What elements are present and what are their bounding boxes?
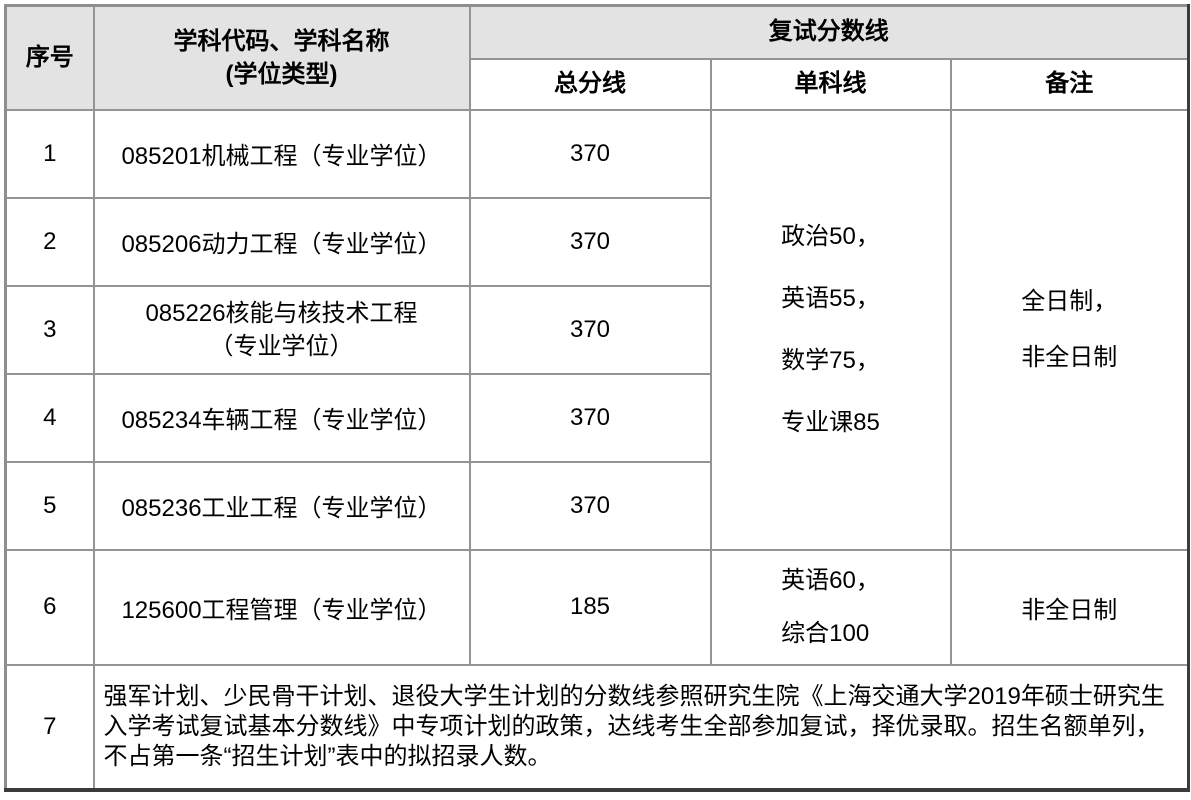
row-7-note-text: 强军计划、少民骨干计划、退役大学生计划的分数线参照研究生院《上海交通大学2019… — [92, 663, 1190, 791]
header-subject-line2: (学位类型) — [225, 60, 338, 88]
table-row-4: 4 085234车辆工程（专业学位） 370 — [4, 372, 1189, 463]
row-5-subject: 085236工业工程（专业学位） — [92, 460, 471, 551]
retest-score-table: 序号 学科代码、学科名称 (学位类型) 复试分数线 总分线 单科线 备注 1 0… — [4, 4, 1191, 792]
remark-line-fulltime: 全日制， — [1021, 287, 1118, 315]
header-group-retest-score: 复试分数线 — [468, 4, 1190, 60]
header-single-subject: 单科线 — [709, 57, 952, 111]
row-3-no: 3 — [4, 284, 95, 375]
row-1-subject: 085201机械工程（专业学位） — [92, 108, 471, 199]
row-3-subject: 085226核能与核技术工程 （专业学位） — [92, 284, 471, 375]
merged-remark-cell: 全日制， 非全日制 — [949, 108, 1190, 551]
row-2-subject: 085206动力工程（专业学位） — [92, 196, 471, 287]
table-row-3: 3 085226核能与核技术工程 （专业学位） 370 — [4, 284, 1189, 375]
row-3-total: 370 — [468, 284, 712, 375]
header-row-2: 总分线 单科线 备注 — [6, 57, 1190, 111]
row-6-subject: 125600工程管理（专业学位） — [92, 548, 471, 666]
merged-single-subject-cell: 政治50， 英语55， 数学75， 专业课85 — [709, 108, 952, 551]
row-6-single-line-comprehensive: 综合100 — [781, 620, 870, 647]
remark-line-parttime: 非全日制 — [1021, 343, 1118, 371]
header-row-1: 序号 学科代码、学科名称 (学位类型) 复试分数线 — [4, 4, 1190, 111]
row-6-remark: 非全日制 — [949, 548, 1190, 666]
row-6-total: 185 — [468, 548, 712, 666]
row-6-single-subject-cell: 英语60， 综合100 — [709, 548, 952, 666]
row-1-no: 1 — [4, 108, 95, 199]
table-row-2: 2 085206动力工程（专业学位） 370 — [4, 196, 1189, 287]
header-total-score: 总分线 — [468, 57, 712, 111]
table-row-5: 5 085236工业工程（专业学位） 370 — [4, 460, 1189, 551]
row-2-total: 370 — [468, 196, 712, 287]
header-no: 序号 — [4, 4, 95, 111]
table-row-1: 1 085201机械工程（专业学位） 370 政治50， 英语55， 数学75，… — [4, 108, 1190, 551]
row-4-subject: 085234车辆工程（专业学位） — [92, 372, 471, 463]
row-5-total: 370 — [468, 460, 712, 551]
single-line-major: 专业课85 — [781, 408, 880, 436]
single-line-math: 数学75， — [781, 346, 880, 374]
row-1-total: 370 — [468, 108, 712, 199]
row-3-subject-line2: （专业学位） — [209, 332, 354, 360]
header-subject: 学科代码、学科名称 (学位类型) — [92, 4, 471, 111]
row-6-no: 6 — [4, 548, 95, 666]
row-5-no: 5 — [4, 460, 95, 551]
row-7-no: 7 — [4, 663, 95, 791]
header-subject-line1: 学科代码、学科名称 — [173, 27, 390, 55]
row-3-subject-line1: 085226核能与核技术工程 — [145, 299, 418, 327]
table-row-6: 6 125600工程管理（专业学位） 185 英语60， 综合100 非全日制 — [4, 548, 1190, 666]
single-line-politics: 政治50， — [781, 222, 880, 250]
table-row-7: 7 强军计划、少民骨干计划、退役大学生计划的分数线参照研究生院《上海交通大学20… — [4, 663, 1190, 791]
row-4-no: 4 — [4, 372, 95, 463]
single-line-english: 英语55， — [781, 284, 880, 312]
row-4-total: 370 — [468, 372, 712, 463]
header-remark: 备注 — [949, 57, 1190, 111]
row-2-no: 2 — [4, 196, 95, 287]
row-6-single-line-english: 英语60， — [781, 567, 880, 594]
